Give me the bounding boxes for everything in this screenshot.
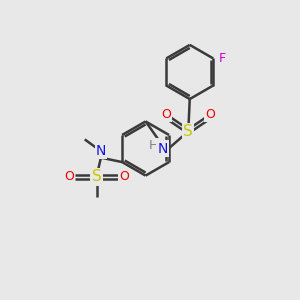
Text: O: O <box>64 170 74 183</box>
Text: S: S <box>92 169 101 184</box>
Text: O: O <box>205 108 215 121</box>
Text: N: N <box>96 144 106 158</box>
Text: N: N <box>158 142 168 155</box>
Text: O: O <box>162 108 171 121</box>
Text: F: F <box>219 52 226 65</box>
Text: H: H <box>149 139 158 152</box>
Text: S: S <box>183 124 193 139</box>
Text: O: O <box>119 170 129 183</box>
